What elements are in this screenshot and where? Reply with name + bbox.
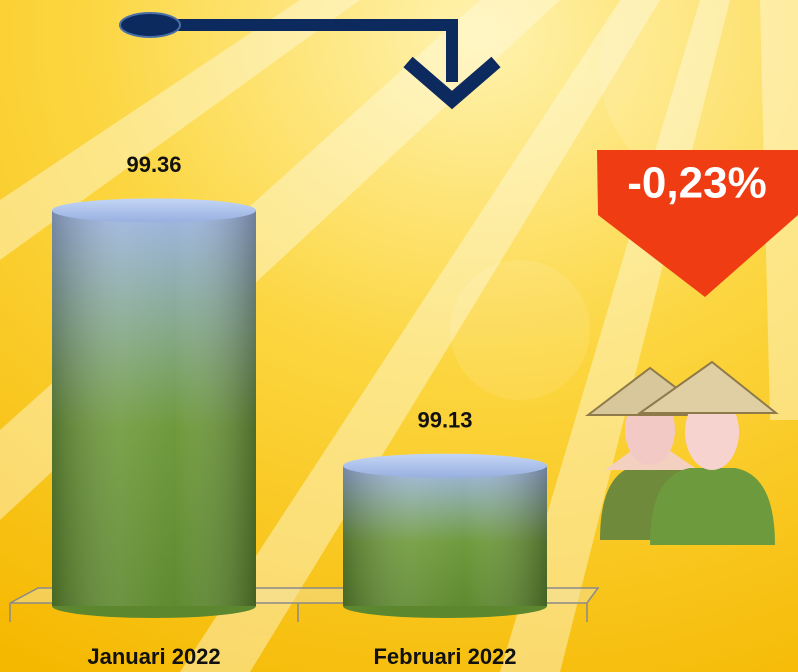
change-label: -0,23% <box>627 159 766 208</box>
value-label: 99.13 <box>417 408 472 433</box>
change-badge: -0,23% <box>597 150 798 297</box>
glow <box>600 0 798 190</box>
value-label: 99.36 <box>126 152 181 177</box>
down-arrow <box>119 12 501 110</box>
x-tick-label: Januari 2022 <box>87 644 220 669</box>
bar-shade <box>52 210 256 606</box>
bar-cap <box>52 198 256 223</box>
x-tick-label: Februari 2022 <box>373 644 516 669</box>
farmer-icon <box>585 360 779 545</box>
bar-cap <box>343 453 547 478</box>
bar-shade <box>343 465 547 606</box>
glow <box>450 260 590 400</box>
